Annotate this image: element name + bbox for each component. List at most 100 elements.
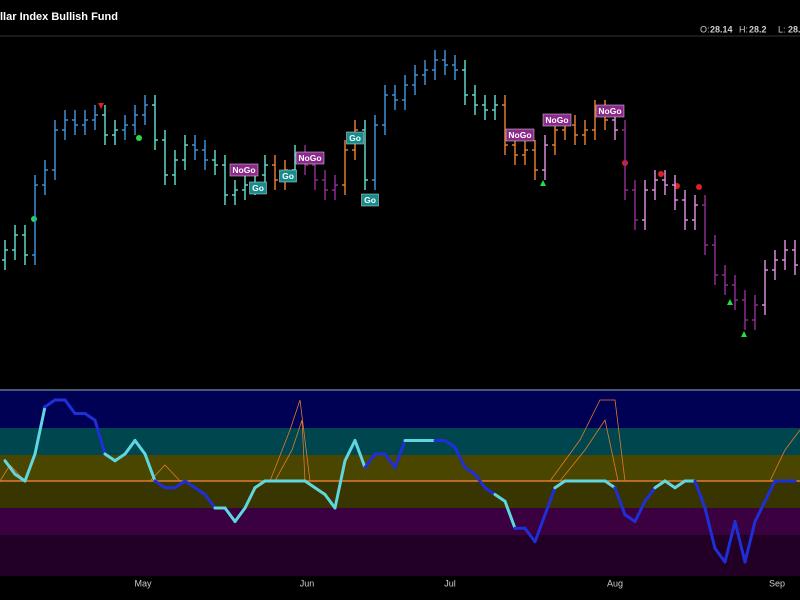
oscillator-segment <box>13 472 27 483</box>
cloud <box>769 429 800 482</box>
annotation-box <box>346 131 364 145</box>
oscillator-segment <box>193 486 207 496</box>
oscillator-segment <box>143 452 157 483</box>
ohlc-label: L: <box>778 24 786 34</box>
nogo-triangle <box>98 103 104 109</box>
oscillator-segment <box>703 506 717 550</box>
x-tick-label: Sep <box>769 578 785 588</box>
oscillator-segment <box>133 439 147 456</box>
oscillator-segment <box>243 486 257 510</box>
oscillator-segment <box>443 439 457 449</box>
annotation: NoGo <box>545 115 568 125</box>
oscillator-segment <box>43 398 57 409</box>
oscillator-segment <box>613 486 627 517</box>
cloud <box>559 418 619 482</box>
oscillator-segment <box>173 479 187 490</box>
oscillator-segment <box>353 439 367 469</box>
oscillator-segment <box>453 445 467 469</box>
band <box>0 391 800 428</box>
annotation: NoGo <box>598 106 621 116</box>
band <box>0 455 800 481</box>
oscillator-segment <box>103 452 117 463</box>
oscillator-segment <box>753 499 767 523</box>
band <box>0 508 800 535</box>
oscillator-segment <box>343 439 357 463</box>
annotation: Go <box>364 195 376 205</box>
oscillator-segment <box>743 520 757 564</box>
oscillator-segment <box>393 439 407 469</box>
oscillator-segment <box>533 513 547 544</box>
oscillator-segment <box>323 493 337 510</box>
oscillator-segment <box>523 526 537 544</box>
oscillator-segment <box>233 506 247 523</box>
oscillator-segment <box>723 520 737 564</box>
annotation-box <box>361 193 379 207</box>
oscillator-segment <box>673 479 687 490</box>
go-dot <box>31 216 37 222</box>
annotation: NoGo <box>508 130 531 140</box>
go-triangle <box>741 331 747 337</box>
oscillator-segment <box>93 418 107 456</box>
x-tick-label: Jun <box>300 578 315 588</box>
oscillator-segment <box>663 479 677 490</box>
oscillator-segment <box>203 493 217 510</box>
band <box>0 481 800 508</box>
oscillator-segment <box>83 412 97 422</box>
oscillator-segment <box>493 493 507 503</box>
annotation-box <box>249 181 267 195</box>
annotation-box <box>295 151 325 165</box>
oscillator-segment <box>483 486 497 496</box>
oscillator-segment <box>623 513 637 523</box>
oscillator-segment <box>363 452 377 469</box>
go-dot <box>136 135 142 141</box>
oscillator-segment <box>543 486 557 517</box>
x-tick-label: May <box>134 578 152 588</box>
oscillator-segment <box>183 479 197 490</box>
oscillator-segment <box>153 479 167 490</box>
oscillator-segment <box>733 520 747 564</box>
cloud <box>274 419 306 482</box>
oscillator-segment <box>123 439 137 456</box>
annotation: Go <box>282 171 294 181</box>
oscillator-segment <box>33 405 47 456</box>
ohlc-value: 28.13 <box>788 24 800 34</box>
nogo-dot <box>696 184 702 190</box>
oscillator-segment <box>313 486 327 496</box>
oscillator-segment <box>463 466 477 476</box>
oscillator-segment <box>693 479 707 510</box>
chart-title: llar Index Bullish Fund <box>0 11 118 23</box>
oscillator-segment <box>63 398 77 415</box>
oscillator-segment <box>303 479 317 490</box>
oscillator-segment <box>633 499 647 523</box>
annotation-box <box>542 113 572 127</box>
oscillator-segment <box>3 459 17 476</box>
annotation-box <box>595 104 625 118</box>
oscillator-segment <box>333 459 347 510</box>
oscillator-segment <box>383 452 397 469</box>
go-triangle <box>727 299 733 305</box>
cloud <box>549 399 626 482</box>
oscillator-segment <box>603 479 617 490</box>
oscillator-bands <box>0 391 800 576</box>
annotation-box <box>229 163 259 177</box>
cloud <box>149 464 181 482</box>
nogo-dot <box>658 171 664 177</box>
annotation-box <box>279 169 297 183</box>
oscillator-segment <box>713 547 727 564</box>
oscillator-segment <box>473 472 487 490</box>
oscillator-segment <box>553 479 567 490</box>
cloud <box>269 399 311 482</box>
oscillator-segment <box>113 452 127 463</box>
oscillator-segment <box>223 506 237 523</box>
oscillator-segment <box>253 479 267 490</box>
oscillator-segment <box>763 479 777 503</box>
annotation: Go <box>252 183 264 193</box>
x-tick-label: Aug <box>607 578 623 588</box>
oscillator-segment <box>643 486 657 503</box>
oscillator-segment <box>503 499 517 530</box>
annotation: NoGo <box>298 153 321 163</box>
ohlc-value: 28.14 <box>710 24 733 34</box>
oscillator-segment <box>23 452 37 483</box>
x-tick-label: Jul <box>444 578 456 588</box>
